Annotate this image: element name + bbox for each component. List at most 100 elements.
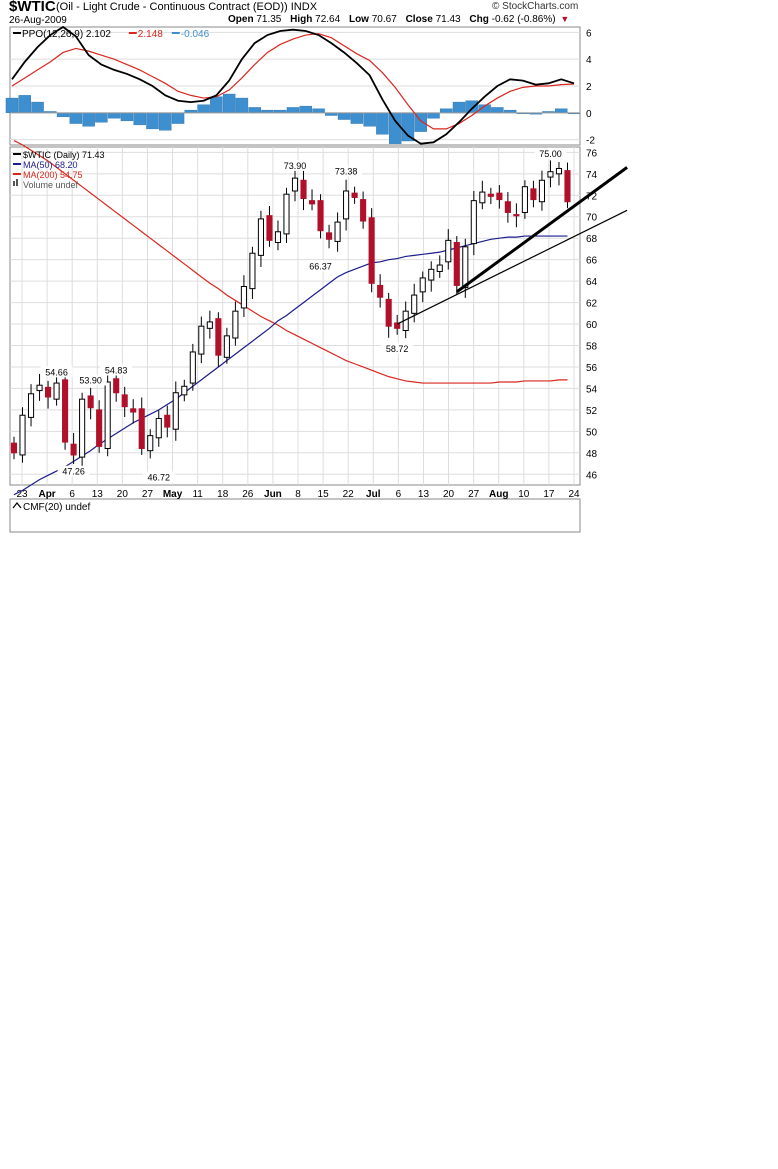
ppo-histogram-bar — [69, 112, 83, 124]
x-tick-label: 20 — [443, 489, 455, 500]
ppo-tick-label: 4 — [586, 55, 592, 66]
annotation-bg — [40, 366, 73, 378]
brand-credit: © StockCharts.com — [492, 1, 579, 12]
candle-down — [394, 322, 401, 329]
ppo-legend-label: -0.046 — [181, 29, 210, 40]
ppo-histogram-bar — [18, 95, 31, 114]
candle-up — [181, 385, 188, 396]
candle-down — [130, 408, 137, 413]
candle-down — [70, 443, 77, 456]
price-tick-label: 56 — [586, 363, 598, 374]
exchange-text: INDX — [290, 1, 318, 13]
price-tick-label: 50 — [586, 427, 598, 438]
description-text: (Oil - Light Crude - Continuous Contract… — [56, 1, 288, 13]
candle-down — [564, 170, 571, 203]
candle-down — [138, 408, 145, 450]
candle-down — [385, 298, 392, 327]
candle-up — [155, 417, 162, 439]
x-tick-label: 6 — [396, 489, 402, 500]
volume-legend-swatch — [13, 181, 15, 186]
ppo-histogram-bar — [120, 112, 134, 122]
close-label: Close — [405, 14, 433, 25]
x-tick-label: May — [163, 489, 183, 500]
price-tick-label: 48 — [586, 449, 598, 460]
x-tick-label: Apr — [38, 489, 55, 500]
x-tick-label: 26 — [242, 489, 254, 500]
ppo-histogram-bar — [31, 101, 44, 114]
ppo-histogram-bar — [235, 97, 249, 114]
x-tick-label: 24 — [568, 489, 580, 500]
high-label: High — [290, 14, 313, 25]
candle-down — [121, 394, 128, 408]
price-annotation-label: 53.90 — [79, 376, 102, 386]
price-tick-label: 70 — [586, 213, 598, 224]
candle-down — [326, 232, 333, 240]
candle-down — [62, 379, 69, 443]
candle-up — [274, 231, 282, 243]
candle-up — [283, 193, 290, 235]
price-annotation-label: 46.72 — [147, 473, 170, 483]
candle-up — [479, 191, 486, 204]
ma200-line — [13, 140, 568, 384]
x-tick-label: 22 — [343, 489, 355, 500]
x-tick-label: 11 — [192, 489, 203, 500]
cmf-legend-swatch — [12, 502, 22, 509]
price-tick-label: 60 — [586, 320, 598, 331]
price-annotation-label: 58.72 — [386, 344, 409, 354]
price-tick-label: 76 — [586, 148, 598, 159]
annotation-bg — [534, 148, 567, 160]
ppo-histogram-bar — [133, 112, 146, 126]
symbol-description: (Oil - Light Crude - Continuous Contract… — [56, 1, 317, 13]
trend-line — [396, 209, 628, 325]
candle-down — [266, 215, 273, 241]
price-tick-label: 58 — [586, 342, 598, 353]
candle-up — [147, 435, 154, 452]
candle-up — [223, 335, 230, 358]
x-tick-label: Jun — [264, 489, 282, 500]
candle-down — [513, 214, 520, 217]
candle-up — [411, 294, 418, 314]
price-legend-label: Volume undef — [23, 180, 79, 190]
price-tick-label: 54 — [586, 384, 598, 395]
candle-up — [419, 277, 426, 293]
annotation-bg — [304, 260, 337, 272]
x-tick-label: 18 — [217, 489, 229, 500]
price-legend-label: MA(50) 68.20 — [23, 160, 78, 170]
price-legend-label: MA(200) 54.75 — [23, 170, 83, 180]
x-tick-label: 17 — [543, 489, 555, 500]
ppo-histogram-bar — [555, 108, 568, 114]
ppo-histogram-bar — [82, 112, 95, 127]
price-annotation-label: 75.00 — [539, 149, 562, 159]
candle-down — [45, 386, 52, 398]
ppo-histogram-bar — [350, 112, 364, 124]
x-tick-label: Aug — [489, 489, 508, 500]
trend-line — [455, 166, 628, 294]
candle-down — [453, 241, 460, 286]
ppo-histogram-bar — [286, 107, 300, 114]
open-value: 71.35 — [256, 14, 282, 25]
x-tick-label: 13 — [418, 489, 430, 500]
x-tick-label: 6 — [69, 489, 75, 500]
ppo-signal-line — [11, 33, 575, 130]
ppo-histogram-bar — [210, 96, 223, 114]
x-tick-label: 15 — [318, 489, 330, 500]
candle-down — [10, 442, 18, 454]
x-tick-label: 27 — [142, 489, 154, 500]
ppo-histogram-bar — [465, 100, 479, 114]
ppo-histogram-bar — [299, 105, 312, 114]
candle-up — [27, 393, 35, 418]
ppo-histogram-bar — [440, 108, 453, 114]
down-arrow-icon: ▼ — [560, 14, 570, 24]
ppo-histogram-bar — [491, 107, 504, 114]
price-annotation-label: 73.38 — [335, 166, 358, 176]
candle-down — [96, 409, 103, 447]
ppo-histogram-bar — [159, 112, 172, 131]
price-tick-label: 64 — [586, 277, 598, 288]
candle-down — [215, 318, 222, 356]
candle-up — [334, 221, 341, 242]
x-tick-label: 27 — [468, 489, 480, 500]
candle-up — [428, 268, 435, 281]
ppo-legend-label: PPO(12,26,9) 2.102 — [22, 29, 111, 40]
close-value: 71.43 — [435, 14, 461, 25]
